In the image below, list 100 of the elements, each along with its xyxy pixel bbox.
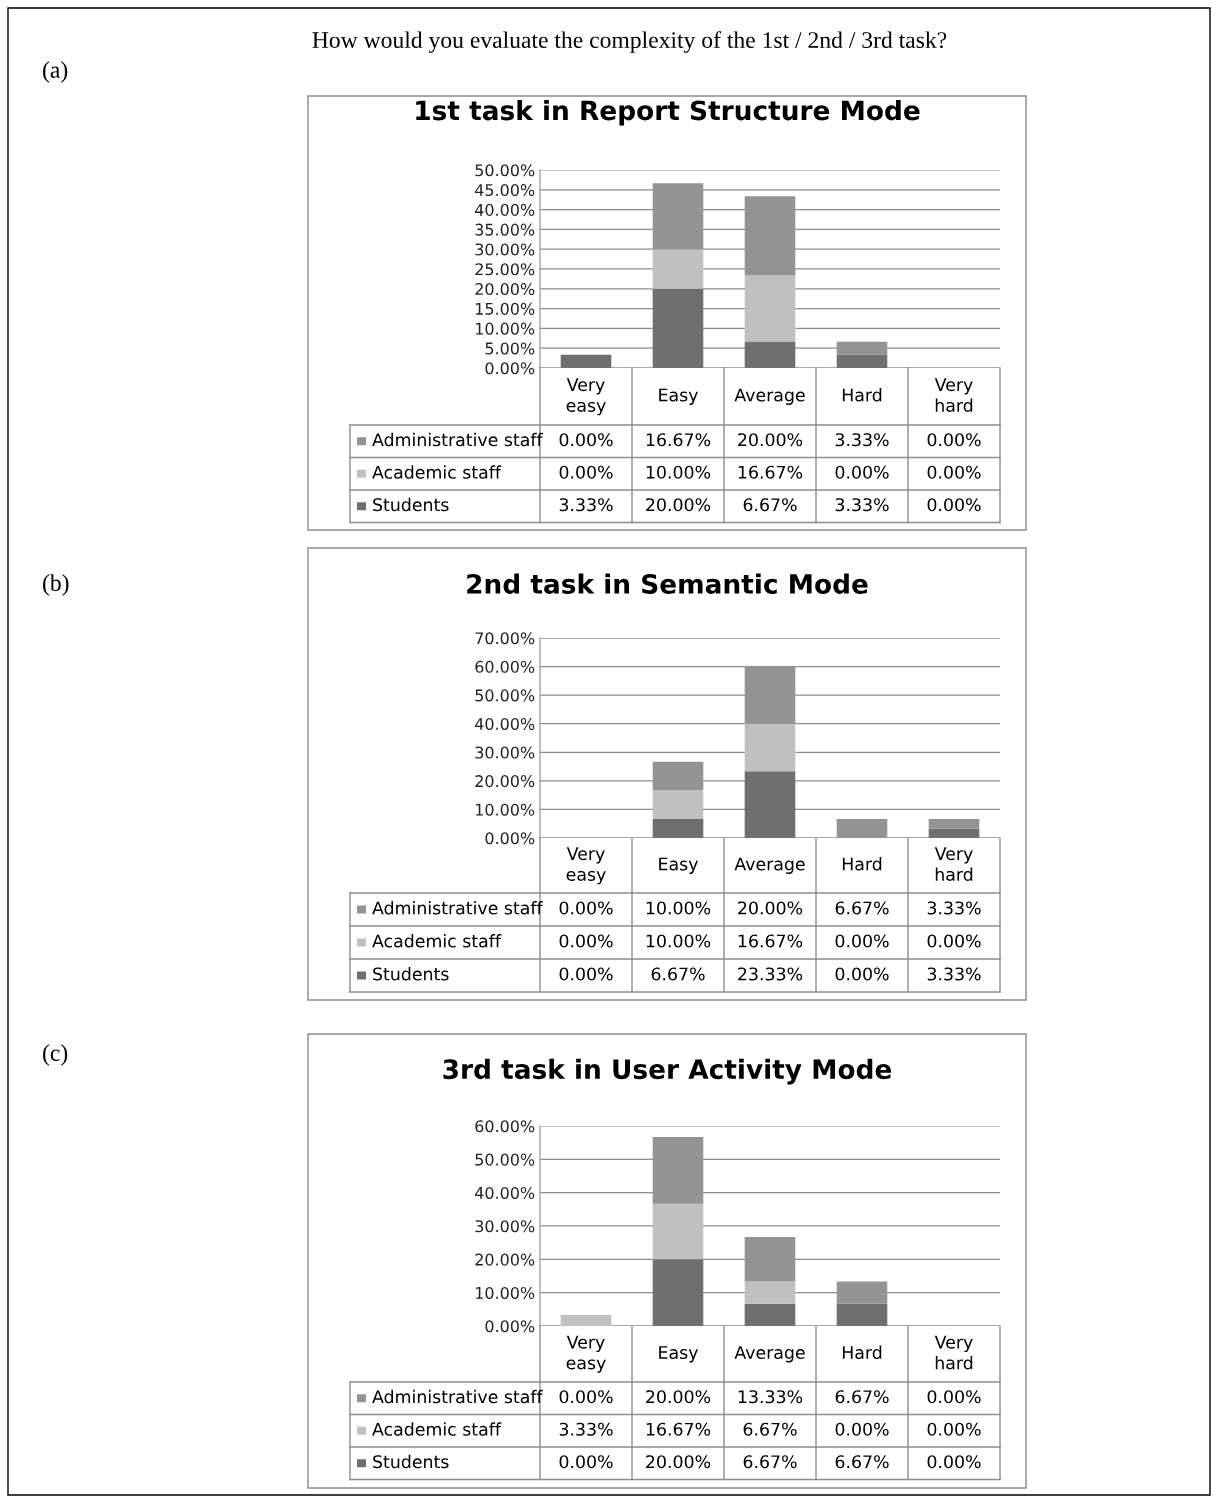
data-label: 10.00%: [646, 901, 711, 915]
data-label: 0.00%: [927, 465, 981, 479]
bar: [928, 828, 980, 838]
x-tick-label: Easy: [659, 857, 698, 874]
y-tick-label: 50.00%: [475, 689, 535, 702]
bar: [652, 818, 704, 838]
data-label: 6.67%: [835, 901, 889, 915]
x-tick-label: Hard: [842, 1345, 882, 1360]
bar: [560, 1314, 612, 1326]
data-label: 3.33%: [835, 433, 889, 447]
text: (c): [43, 1044, 68, 1066]
y-tick-label: 0.00%: [485, 1320, 535, 1333]
text: How would you evaluate the complexity of the 1st / 2nd / 3rd task?: [312, 31, 947, 53]
data-label: 6.67%: [743, 1455, 797, 1469]
legend-label: Academic staff: [372, 465, 502, 479]
data-label: 6.67%: [743, 1422, 797, 1436]
y-tick-label: 30.00%: [475, 1220, 535, 1233]
bar: [928, 818, 980, 829]
data-label: 0.00%: [927, 1455, 981, 1469]
y-tick-label: 30.00%: [475, 746, 535, 759]
legend-label: Administrative staff: [372, 1389, 543, 1404]
x-tick-label: Easy: [659, 388, 698, 405]
y-tick-label: 60.00%: [475, 1120, 535, 1133]
bar: [744, 275, 796, 342]
chart-title: 1st task in Report Structure Mode: [416, 99, 920, 126]
bar: [836, 354, 888, 368]
data-label: 0.00%: [835, 967, 889, 981]
legend-label: Students: [373, 497, 449, 512]
bar: [744, 723, 796, 772]
legend-label: Students: [373, 1454, 449, 1469]
x-tick-label: Hard: [842, 857, 882, 871]
data-label: 6.67%: [835, 1455, 889, 1469]
x-tick-label: Average: [734, 1346, 805, 1363]
y-tick-label: 60.00%: [475, 660, 535, 673]
data-label: 0.00%: [559, 934, 613, 948]
chart-title: 3rd task in User Activity Mode: [443, 1058, 892, 1085]
x-tick-label: Easy: [659, 1346, 698, 1363]
text: (a): [43, 61, 68, 83]
data-label: 16.67%: [738, 934, 803, 948]
y-tick-label: 35.00%: [475, 223, 535, 236]
data-label: 0.00%: [927, 498, 981, 512]
y-tick-label: 10.00%: [475, 803, 535, 816]
bar: [560, 354, 612, 368]
bar: [744, 1281, 796, 1304]
legend-label: Administrative staff: [372, 432, 543, 447]
y-tick-label: 50.00%: [475, 164, 535, 177]
data-label: 3.33%: [559, 498, 613, 512]
y-tick-label: 20.00%: [475, 283, 535, 296]
data-label: 0.00%: [559, 1455, 613, 1469]
data-label: 20.00%: [646, 1455, 711, 1469]
y-tick-label: 10.00%: [475, 1286, 535, 1299]
data-label: 0.00%: [559, 433, 613, 447]
legend-label: Academic staff: [372, 1422, 502, 1436]
x-tick-label: Very hard: [934, 378, 973, 412]
bar: [652, 790, 704, 819]
data-label: 3.33%: [927, 901, 981, 915]
data-label: 0.00%: [927, 1422, 981, 1436]
y-tick-label: 0.00%: [485, 832, 535, 845]
data-label: 0.00%: [835, 1422, 889, 1436]
x-tick-label: Average: [734, 857, 805, 874]
data-label: 3.33%: [559, 1422, 613, 1436]
data-label: 20.00%: [738, 901, 803, 915]
legend-label: Academic staff: [372, 934, 502, 948]
y-tick-label: 45.00%: [475, 184, 535, 197]
data-label: 20.00%: [738, 433, 803, 447]
data-label: 0.00%: [927, 433, 981, 447]
x-tick-label: Hard: [842, 388, 882, 402]
data-label: 0.00%: [927, 1390, 981, 1404]
x-tick-label: Very easy: [566, 1335, 606, 1373]
data-label: 16.67%: [738, 465, 803, 479]
bar: [652, 288, 704, 368]
y-tick-label: 40.00%: [475, 1186, 535, 1199]
data-label: 10.00%: [646, 465, 711, 479]
y-tick-label: 5.00%: [485, 342, 535, 355]
data-label: 0.00%: [559, 967, 613, 981]
bar: [652, 1203, 704, 1260]
data-label: 10.00%: [646, 934, 711, 948]
y-tick-label: 20.00%: [475, 775, 535, 788]
data-label: 0.00%: [835, 465, 889, 479]
y-tick-label: 50.00%: [475, 1153, 535, 1166]
x-tick-label: Very hard: [934, 1335, 973, 1370]
data-label: 20.00%: [646, 1390, 711, 1404]
data-label: 16.67%: [646, 1422, 711, 1436]
x-tick-label: Average: [734, 388, 805, 405]
bar: [744, 771, 796, 838]
y-tick-label: 70.00%: [475, 632, 535, 645]
data-label: 13.33%: [738, 1390, 803, 1404]
y-tick-label: 10.00%: [475, 322, 535, 335]
data-label: 0.00%: [559, 465, 613, 479]
bar: [744, 341, 796, 368]
legend-label: Administrative staff: [372, 901, 543, 915]
data-label: 6.67%: [743, 498, 797, 512]
y-tick-label: 20.00%: [475, 1253, 535, 1266]
data-label: 3.33%: [835, 498, 889, 512]
data-label: 20.00%: [646, 498, 711, 512]
y-tick-label: 25.00%: [475, 263, 535, 276]
data-label: 0.00%: [927, 934, 981, 948]
data-label: 0.00%: [559, 901, 613, 915]
bar: [652, 249, 704, 289]
bar: [744, 1303, 796, 1326]
